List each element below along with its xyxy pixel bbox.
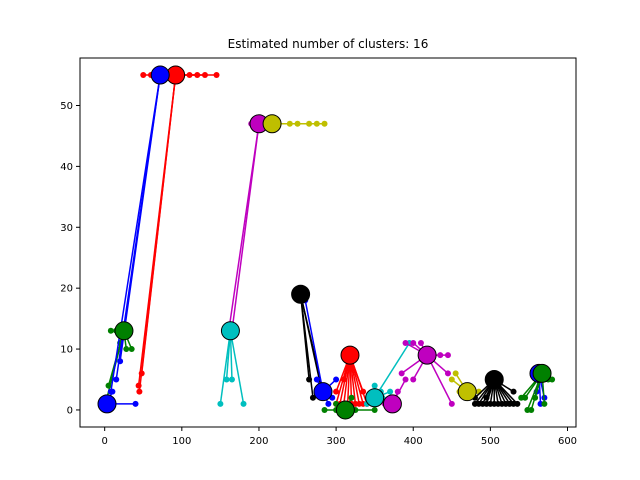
cluster-13-point-2 — [417, 339, 424, 346]
cluster-14-point-4 — [448, 376, 455, 383]
cluster-5-point-5 — [313, 120, 320, 127]
cluster-17-point-5 — [549, 376, 556, 383]
cluster-3-center — [150, 65, 170, 85]
y-tick-label-50: 50 — [60, 101, 73, 112]
plot-area — [97, 65, 556, 420]
cluster-14-point-0 — [452, 370, 459, 377]
cluster-13-center — [417, 345, 437, 365]
cluster-13-point-0 — [402, 339, 409, 346]
cluster-1-point-0 — [107, 327, 114, 334]
y-tick-label-20: 20 — [60, 284, 73, 295]
cluster-5-point-3 — [294, 120, 301, 127]
x-tick-label-300: 300 — [327, 436, 346, 447]
cluster-8-point-1 — [333, 376, 340, 383]
cluster-2-point-11 — [135, 382, 142, 389]
cluster-7-center — [291, 284, 311, 304]
cluster-8-point-0 — [313, 376, 320, 383]
x-tick-label-500: 500 — [481, 436, 500, 447]
x-tick-label-0: 0 — [101, 436, 107, 447]
cluster-2-point-7 — [201, 72, 208, 79]
cluster-15-center — [484, 370, 504, 390]
cluster-2-point-0 — [140, 72, 147, 79]
cluster-12-point-2 — [402, 376, 409, 383]
cluster-1-point-5 — [105, 382, 112, 389]
cluster-13-point-6 — [448, 400, 455, 407]
cluster-5-center — [262, 114, 282, 134]
cluster-10-point-0 — [321, 406, 328, 413]
cluster-12-point-1 — [394, 388, 401, 395]
axes: 0 100 200 300 400 500 600 0 10 20 30 40 50 — [60, 57, 577, 447]
y-tick-label-0: 0 — [67, 405, 73, 416]
cluster-17-point-1 — [528, 406, 535, 413]
cluster-11-link-9 — [374, 342, 411, 399]
cluster-9-point-10 — [360, 388, 367, 395]
cluster-6-point-4 — [223, 376, 230, 383]
cluster-2-point-10 — [138, 370, 145, 377]
cluster-0-center — [97, 394, 117, 414]
cluster-13-point-9 — [398, 370, 405, 377]
cluster-17-center — [532, 363, 552, 383]
cluster-15-point-13 — [483, 394, 490, 401]
cluster-2-point-6 — [194, 72, 201, 79]
cluster-4-link-3 — [228, 123, 260, 325]
cluster-1-center — [114, 321, 134, 341]
cluster-14-center — [457, 382, 477, 402]
cluster-8-link-2 — [304, 300, 324, 392]
cluster-3-point-2 — [117, 358, 124, 365]
x-tick-label-100: 100 — [172, 436, 191, 447]
cluster-7-point-1 — [306, 376, 313, 383]
cluster-3-link-4 — [110, 74, 161, 392]
y-tick-label-40: 40 — [60, 162, 73, 173]
x-tick-label-600: 600 — [558, 436, 577, 447]
cluster-13-point-4 — [437, 352, 444, 359]
cluster-8-point-3 — [325, 400, 332, 407]
cluster-6-link-3 — [229, 330, 245, 404]
y-tick-label-10: 10 — [60, 345, 73, 356]
cluster-7-point-4 — [309, 394, 316, 401]
cluster-13-point-1 — [410, 339, 417, 346]
cluster-5-point-6 — [321, 120, 328, 127]
cluster-5-point-4 — [306, 120, 313, 127]
cluster-8-center — [313, 382, 333, 402]
cluster-9-center — [340, 345, 360, 365]
cluster-13-point-5 — [444, 352, 451, 359]
cluster-6-point-2 — [217, 400, 224, 407]
cluster-10-point-3 — [371, 406, 378, 413]
x-tick-label-400: 400 — [404, 436, 423, 447]
cluster-6-point-5 — [228, 376, 235, 383]
plot-frame — [79, 57, 577, 428]
cluster-3-point-3 — [113, 376, 120, 383]
cluster-11-point-6 — [371, 382, 378, 389]
x-tick-label-200: 200 — [249, 436, 268, 447]
cluster-10-center — [335, 400, 355, 420]
cluster-13-point-7 — [410, 376, 417, 383]
cluster-6-center — [220, 321, 240, 341]
cluster-10-point-5 — [348, 394, 355, 401]
cluster-1-point-4 — [128, 346, 135, 353]
cluster-6-point-3 — [240, 400, 247, 407]
chart-title: Estimated number of clusters: 16 — [228, 37, 429, 51]
y-tick-label-30: 30 — [60, 223, 73, 234]
cluster-17-point-7 — [518, 394, 525, 401]
cluster-17-point-2 — [532, 394, 539, 401]
cluster-15-point-14 — [510, 388, 517, 395]
cluster-17-point-6 — [541, 400, 548, 407]
cluster-5-point-2 — [286, 120, 293, 127]
cluster-9-point-11 — [340, 376, 347, 383]
cluster-12-center — [382, 394, 402, 414]
cluster-2-link-11 — [137, 74, 177, 386]
cluster-11-point-5 — [387, 388, 394, 395]
cluster-3-point-4 — [107, 388, 114, 395]
cluster-0-point-2 — [132, 400, 139, 407]
cluster-9-point-9 — [333, 388, 340, 395]
cluster-11-center — [365, 388, 385, 408]
cluster-1-point-3 — [123, 346, 130, 353]
cluster-2-point-9 — [136, 388, 143, 395]
cluster-2-point-8 — [213, 72, 220, 79]
cluster-2-point-5 — [186, 72, 193, 79]
cluster-13-point-8 — [444, 370, 451, 377]
cluster-15-point-11 — [514, 400, 521, 407]
